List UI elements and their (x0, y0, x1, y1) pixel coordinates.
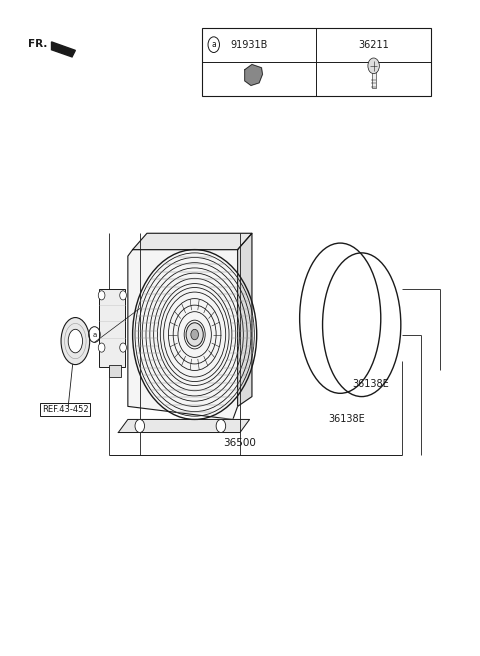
Ellipse shape (68, 329, 83, 353)
Circle shape (120, 291, 126, 300)
Circle shape (135, 419, 144, 432)
Polygon shape (128, 250, 238, 419)
Text: FR.: FR. (28, 39, 47, 49)
Polygon shape (118, 419, 250, 432)
Text: 36211: 36211 (358, 39, 389, 50)
Text: 36500: 36500 (224, 438, 256, 447)
Polygon shape (132, 234, 252, 250)
Text: a: a (92, 331, 96, 338)
Bar (99, 289, 125, 367)
Circle shape (368, 58, 379, 73)
Bar (202, 28, 431, 96)
Circle shape (98, 291, 105, 300)
Polygon shape (51, 42, 75, 57)
Circle shape (120, 343, 126, 352)
Circle shape (186, 323, 203, 346)
Text: REF.43-452: REF.43-452 (42, 405, 89, 414)
Text: 36138E: 36138E (328, 415, 365, 424)
Bar (372, 64, 375, 88)
Text: 91931B: 91931B (231, 39, 268, 50)
Bar (109, 365, 120, 377)
Polygon shape (238, 234, 252, 406)
Text: 36138E: 36138E (352, 379, 389, 388)
Circle shape (191, 329, 199, 340)
Circle shape (216, 419, 226, 432)
Text: a: a (211, 40, 216, 49)
Ellipse shape (61, 318, 90, 365)
Circle shape (98, 343, 105, 352)
Polygon shape (245, 64, 263, 85)
